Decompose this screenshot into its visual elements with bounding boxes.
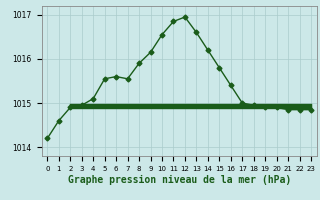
X-axis label: Graphe pression niveau de la mer (hPa): Graphe pression niveau de la mer (hPa) [68, 174, 291, 185]
